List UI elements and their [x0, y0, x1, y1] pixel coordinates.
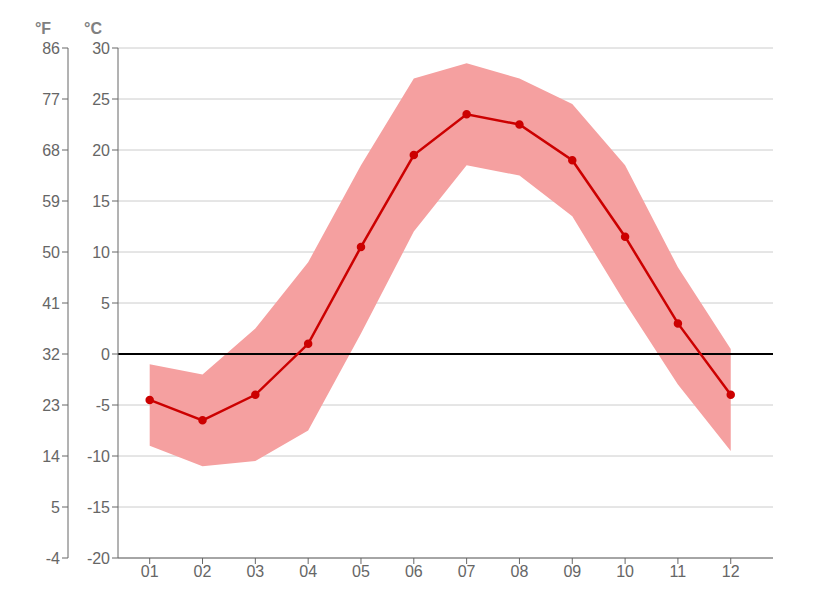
svg-text:10: 10 [92, 244, 110, 261]
svg-text:-20: -20 [87, 550, 110, 567]
svg-text:50: 50 [42, 244, 60, 261]
svg-text:-10: -10 [87, 448, 110, 465]
svg-text:23: 23 [42, 397, 60, 414]
svg-text:25: 25 [92, 91, 110, 108]
svg-text:77: 77 [42, 91, 60, 108]
svg-text:15: 15 [92, 193, 110, 210]
svg-text:12: 12 [722, 563, 740, 580]
svg-text:0: 0 [101, 346, 110, 363]
svg-text:08: 08 [511, 563, 529, 580]
svg-text:68: 68 [42, 142, 60, 159]
svg-text:20: 20 [92, 142, 110, 159]
svg-text:5: 5 [51, 499, 60, 516]
svg-text:-15: -15 [87, 499, 110, 516]
svg-text:86: 86 [42, 40, 60, 57]
svg-text:02: 02 [194, 563, 212, 580]
svg-text:59: 59 [42, 193, 60, 210]
svg-text:03: 03 [246, 563, 264, 580]
svg-text:5: 5 [101, 295, 110, 312]
svg-text:32: 32 [42, 346, 60, 363]
svg-text:-4: -4 [46, 550, 60, 567]
svg-text:05: 05 [352, 563, 370, 580]
svg-text:10: 10 [616, 563, 634, 580]
svg-text:14: 14 [42, 448, 60, 465]
svg-text:°C: °C [84, 20, 102, 37]
svg-text:°F: °F [35, 20, 51, 37]
svg-text:01: 01 [141, 563, 159, 580]
svg-text:30: 30 [92, 40, 110, 57]
svg-text:-5: -5 [96, 397, 110, 414]
svg-text:07: 07 [458, 563, 476, 580]
svg-text:41: 41 [42, 295, 60, 312]
svg-text:09: 09 [563, 563, 581, 580]
svg-text:11: 11 [670, 563, 687, 580]
svg-text:04: 04 [299, 563, 317, 580]
svg-text:06: 06 [405, 563, 423, 580]
